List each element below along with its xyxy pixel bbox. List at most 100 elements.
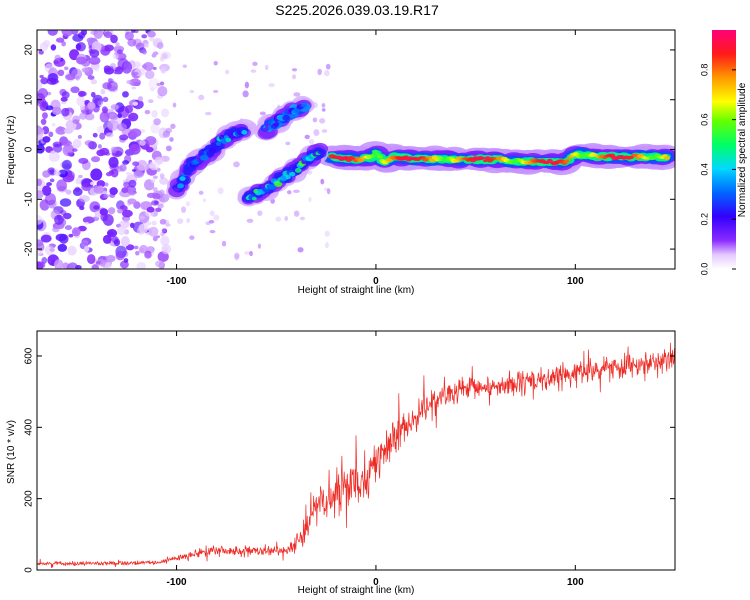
ridge-mark (289, 171, 296, 177)
noise-speckle (284, 215, 288, 221)
noise-speckle (42, 136, 51, 143)
noise-speckle (93, 185, 104, 194)
noise-speckle (101, 106, 108, 114)
noise-speckle (144, 70, 155, 79)
noise-speckle (146, 206, 155, 213)
noise-speckle (46, 182, 52, 187)
noise-speckle (159, 173, 165, 179)
noise-speckle (61, 91, 70, 99)
noise-speckle (130, 222, 135, 229)
noise-speckle (125, 171, 132, 176)
ridge-mark (376, 154, 384, 159)
noise-speckle (96, 125, 105, 134)
noise-speckle (177, 218, 184, 225)
noise-speckle (38, 49, 44, 55)
noise-speckle (153, 118, 161, 126)
noise-speckle (156, 82, 162, 87)
noise-speckle (321, 103, 326, 108)
noise-speckle (209, 210, 215, 217)
noise-speckle (70, 86, 80, 94)
noise-speckle (50, 78, 57, 85)
noise-speckle (257, 243, 261, 249)
colorbar-ticks: 0.0 0.2 0.4 0.6 0.8 (699, 64, 736, 275)
noise-speckle (123, 258, 129, 263)
x-tick-label: 0 (373, 577, 379, 588)
noise-speckle (116, 123, 127, 132)
noise-speckle (93, 205, 100, 210)
noise-speckle (169, 137, 174, 142)
noise-speckle (41, 256, 48, 264)
noise-speckle (324, 230, 330, 237)
noise-speckle (156, 42, 164, 50)
noise-speckle (109, 66, 114, 70)
ridge-mark (268, 184, 277, 191)
noise-speckle (104, 182, 109, 187)
noise-speckle (165, 223, 171, 227)
noise-speckle (55, 37, 65, 43)
noise-speckle (320, 178, 325, 185)
noise-speckle (64, 66, 69, 71)
noise-speckle (110, 146, 117, 154)
noise-speckle (60, 96, 68, 102)
noise-speckle (148, 226, 159, 237)
noise-speckle (100, 88, 106, 95)
noise-speckle (127, 198, 137, 205)
noise-speckle (157, 203, 164, 209)
noise-speckle (106, 255, 116, 263)
noise-speckle (139, 244, 148, 254)
noise-speckle (115, 151, 120, 156)
noise-speckle (126, 80, 132, 85)
noise-speckle (75, 177, 82, 185)
noise-speckle (65, 73, 76, 81)
figure-title: S225.2026.039.03.19.R17 (275, 2, 439, 18)
noise-speckle (145, 135, 157, 146)
noise-speckle (37, 261, 44, 269)
noise-speckle (103, 193, 110, 198)
noise-speckle (163, 247, 168, 253)
noise-speckle (48, 151, 60, 162)
noise-speckle (172, 102, 177, 108)
noise-speckle (83, 245, 90, 253)
noise-speckle (135, 250, 140, 256)
noise-speckle (124, 105, 134, 114)
noise-speckle (100, 212, 109, 222)
noise-speckle (202, 198, 207, 202)
noise-speckle (250, 69, 257, 73)
noise-speckle (102, 96, 109, 103)
heatmap-xlabel: Height of straight line (km) (298, 285, 415, 296)
noise-speckle (79, 105, 85, 111)
noise-speckle (51, 106, 62, 115)
noise-speckle (321, 129, 328, 133)
colorbar-label: Normalized spectral amplitude (737, 82, 748, 217)
ridge-mark (301, 102, 308, 108)
noise-speckle (125, 244, 135, 251)
colorbar-tick-label: 0.2 (699, 213, 709, 226)
noise-speckle (139, 139, 146, 146)
noise-speckle (62, 212, 72, 220)
noise-speckle (128, 179, 137, 188)
noise-speckle (120, 236, 130, 247)
noise-speckle (122, 91, 129, 98)
x-tick-label: -100 (167, 276, 187, 287)
noise-speckle (93, 97, 102, 106)
noise-speckle (141, 34, 148, 39)
noise-speckle (144, 250, 152, 259)
noise-speckle (268, 82, 275, 88)
noise-speckle (76, 96, 86, 107)
noise-speckle (52, 226, 60, 233)
noise-speckle (44, 245, 55, 256)
noise-speckle (132, 71, 139, 76)
noise-speckle (121, 61, 133, 74)
y-tick-label: 200 (24, 490, 35, 507)
snr-ticks: -100 0 100 0 200 400 600 (24, 331, 675, 588)
noise-speckle (146, 221, 152, 226)
noise-speckle (186, 218, 191, 223)
noise-speckle (313, 129, 320, 136)
noise-speckle (221, 240, 227, 247)
ridge-mark (274, 180, 283, 187)
noise-speckle (122, 160, 130, 165)
noise-speckle (72, 138, 82, 149)
noise-speckle (264, 64, 269, 71)
noise-speckle (103, 31, 113, 38)
noise-speckle (40, 234, 52, 243)
